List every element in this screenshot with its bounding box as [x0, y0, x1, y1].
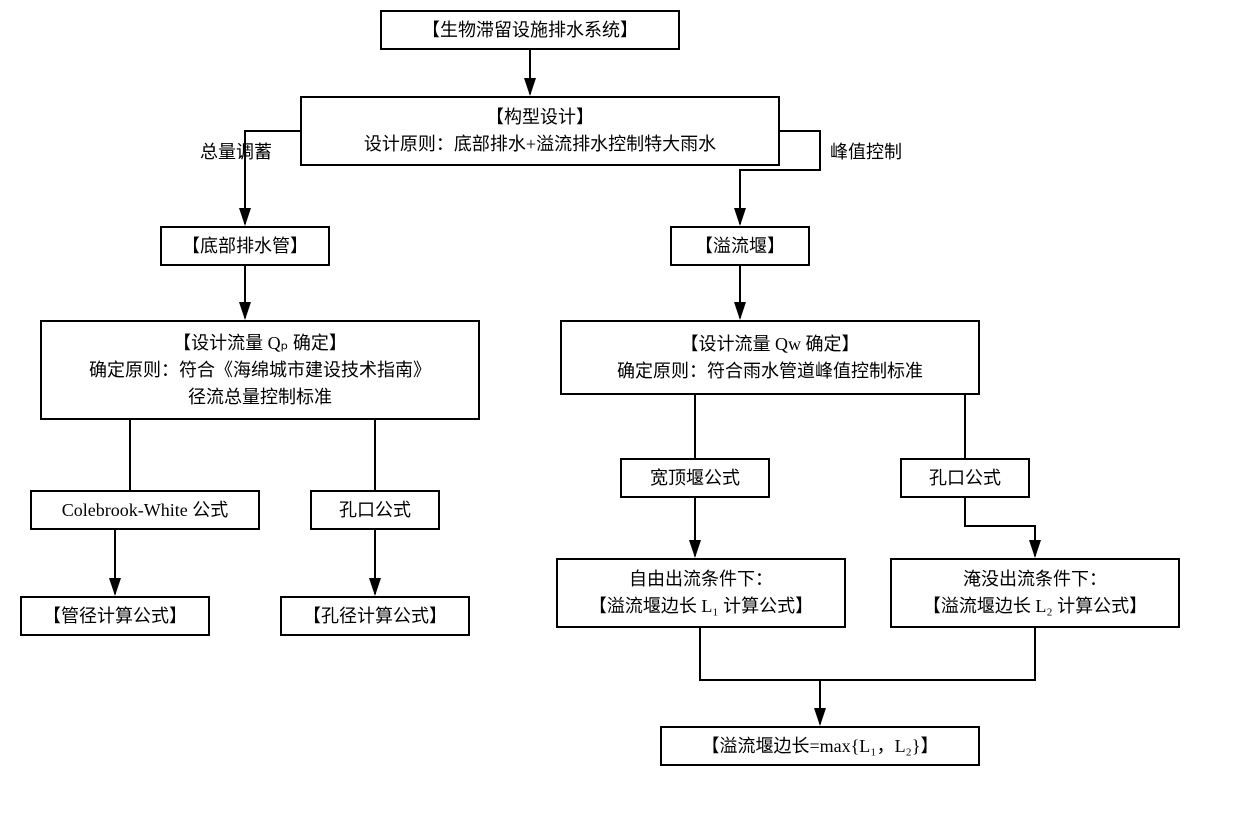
node-qp-title: 【设计流量 Qₚ 确定】: [173, 330, 347, 357]
node-broad-weir: 宽顶堰公式: [620, 458, 770, 498]
node-root-title: 【生物滞留设施排水系统】: [422, 17, 638, 44]
label-right: 峰值控制: [830, 138, 902, 164]
node-free-flow: 自由出流条件下： 【溢流堰边长 L₁ 计算公式】: [556, 558, 846, 628]
node-free-flow-line1: 自由出流条件下：: [629, 566, 773, 593]
node-pipe-dia-text: 【管径计算公式】: [43, 603, 187, 630]
node-config: 【构型设计】 设计原则：底部排水+溢流排水控制特大雨水: [300, 96, 780, 166]
node-orifice-left: 孔口公式: [310, 490, 440, 530]
node-orifice-left-text: 孔口公式: [339, 497, 411, 524]
node-colebrook: Colebrook-White 公式: [30, 490, 260, 530]
node-submerged-line2: 【溢流堰边长 L₂ 计算公式】: [923, 593, 1147, 620]
node-max-result-text: 【溢流堰边长=max{L₁，L₂}】: [702, 733, 939, 760]
node-overflow-weir: 【溢流堰】: [670, 226, 810, 266]
node-free-flow-line2: 【溢流堰边长 L₁ 计算公式】: [589, 593, 813, 620]
label-left: 总量调蓄: [200, 138, 272, 164]
node-hole-dia-text: 【孔径计算公式】: [303, 603, 447, 630]
node-qw-title: 【设计流量 Qw 确定】: [681, 331, 860, 358]
node-bottom-pipe-title: 【底部排水管】: [182, 233, 308, 260]
node-colebrook-text: Colebrook-White 公式: [62, 497, 228, 524]
node-submerged: 淹没出流条件下： 【溢流堰边长 L₂ 计算公式】: [890, 558, 1180, 628]
node-qp-line2: 确定原则：符合《海绵城市建设技术指南》: [89, 357, 431, 384]
node-broad-weir-text: 宽顶堰公式: [650, 465, 740, 492]
node-config-subtitle: 设计原则：底部排水+溢流排水控制特大雨水: [364, 131, 716, 158]
node-qw: 【设计流量 Qw 确定】 确定原则：符合雨水管道峰值控制标准: [560, 320, 980, 395]
node-submerged-line1: 淹没出流条件下：: [963, 566, 1107, 593]
node-bottom-pipe: 【底部排水管】: [160, 226, 330, 266]
node-overflow-weir-title: 【溢流堰】: [695, 233, 785, 260]
node-max-result: 【溢流堰边长=max{L₁，L₂}】: [660, 726, 980, 766]
node-orifice-right-text: 孔口公式: [929, 465, 1001, 492]
node-qw-line2: 确定原则：符合雨水管道峰值控制标准: [617, 358, 923, 385]
node-hole-dia: 【孔径计算公式】: [280, 596, 470, 636]
node-config-title: 【构型设计】: [486, 104, 594, 131]
node-orifice-right: 孔口公式: [900, 458, 1030, 498]
node-pipe-dia: 【管径计算公式】: [20, 596, 210, 636]
node-root: 【生物滞留设施排水系统】: [380, 10, 680, 50]
node-qp: 【设计流量 Qₚ 确定】 确定原则：符合《海绵城市建设技术指南》 径流总量控制标…: [40, 320, 480, 420]
node-qp-line3: 径流总量控制标准: [188, 384, 332, 411]
